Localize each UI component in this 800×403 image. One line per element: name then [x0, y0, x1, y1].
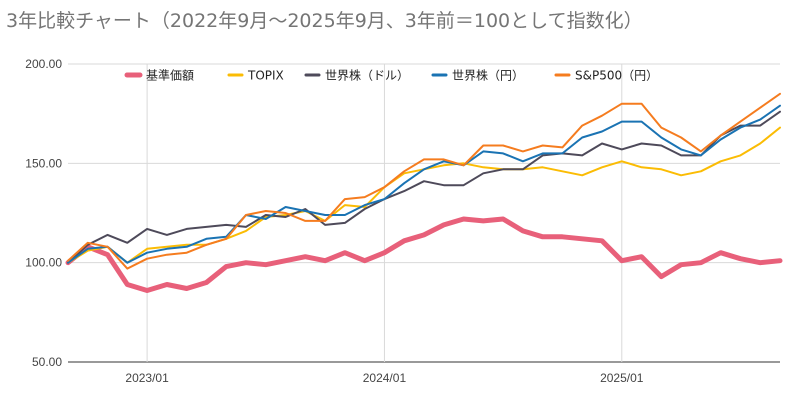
x-tick-label: 2023/01	[125, 371, 169, 385]
series-lines	[65, 92, 783, 293]
legend: 基準価額 TOPIX 世界株（ドル） 世界株（円） S&P500（円）	[124, 68, 658, 83]
series-line	[67, 110, 781, 264]
x-axis-tick-labels: 2023/01 2024/01 2025/01	[125, 371, 643, 385]
y-tick-label: 100.00	[25, 256, 62, 270]
series-line	[67, 92, 781, 270]
y-tick-label: 150.00	[25, 156, 62, 170]
y-tick-label: 50.00	[32, 355, 62, 369]
legend-label: 世界株（ドル）	[325, 68, 409, 83]
chart-title: 3年比較チャート（2022年9月〜2025年9月、3年前＝100として指数化）	[6, 10, 643, 32]
legend-label: S&P500（円）	[575, 69, 658, 83]
legend-label: 基準価額	[146, 68, 194, 83]
series-line	[67, 104, 781, 264]
grid-lines	[68, 63, 780, 363]
series-line	[65, 216, 783, 293]
x-tick-label: 2025/01	[600, 371, 644, 385]
y-axis-tick-labels: 50.00 100.00 150.00 200.00	[25, 57, 62, 369]
x-tick-label: 2024/01	[363, 371, 407, 385]
y-tick-label: 200.00	[25, 57, 62, 71]
series-line	[67, 126, 781, 264]
legend-label: 世界株（円）	[452, 68, 524, 83]
legend-label: TOPIX	[247, 69, 284, 83]
